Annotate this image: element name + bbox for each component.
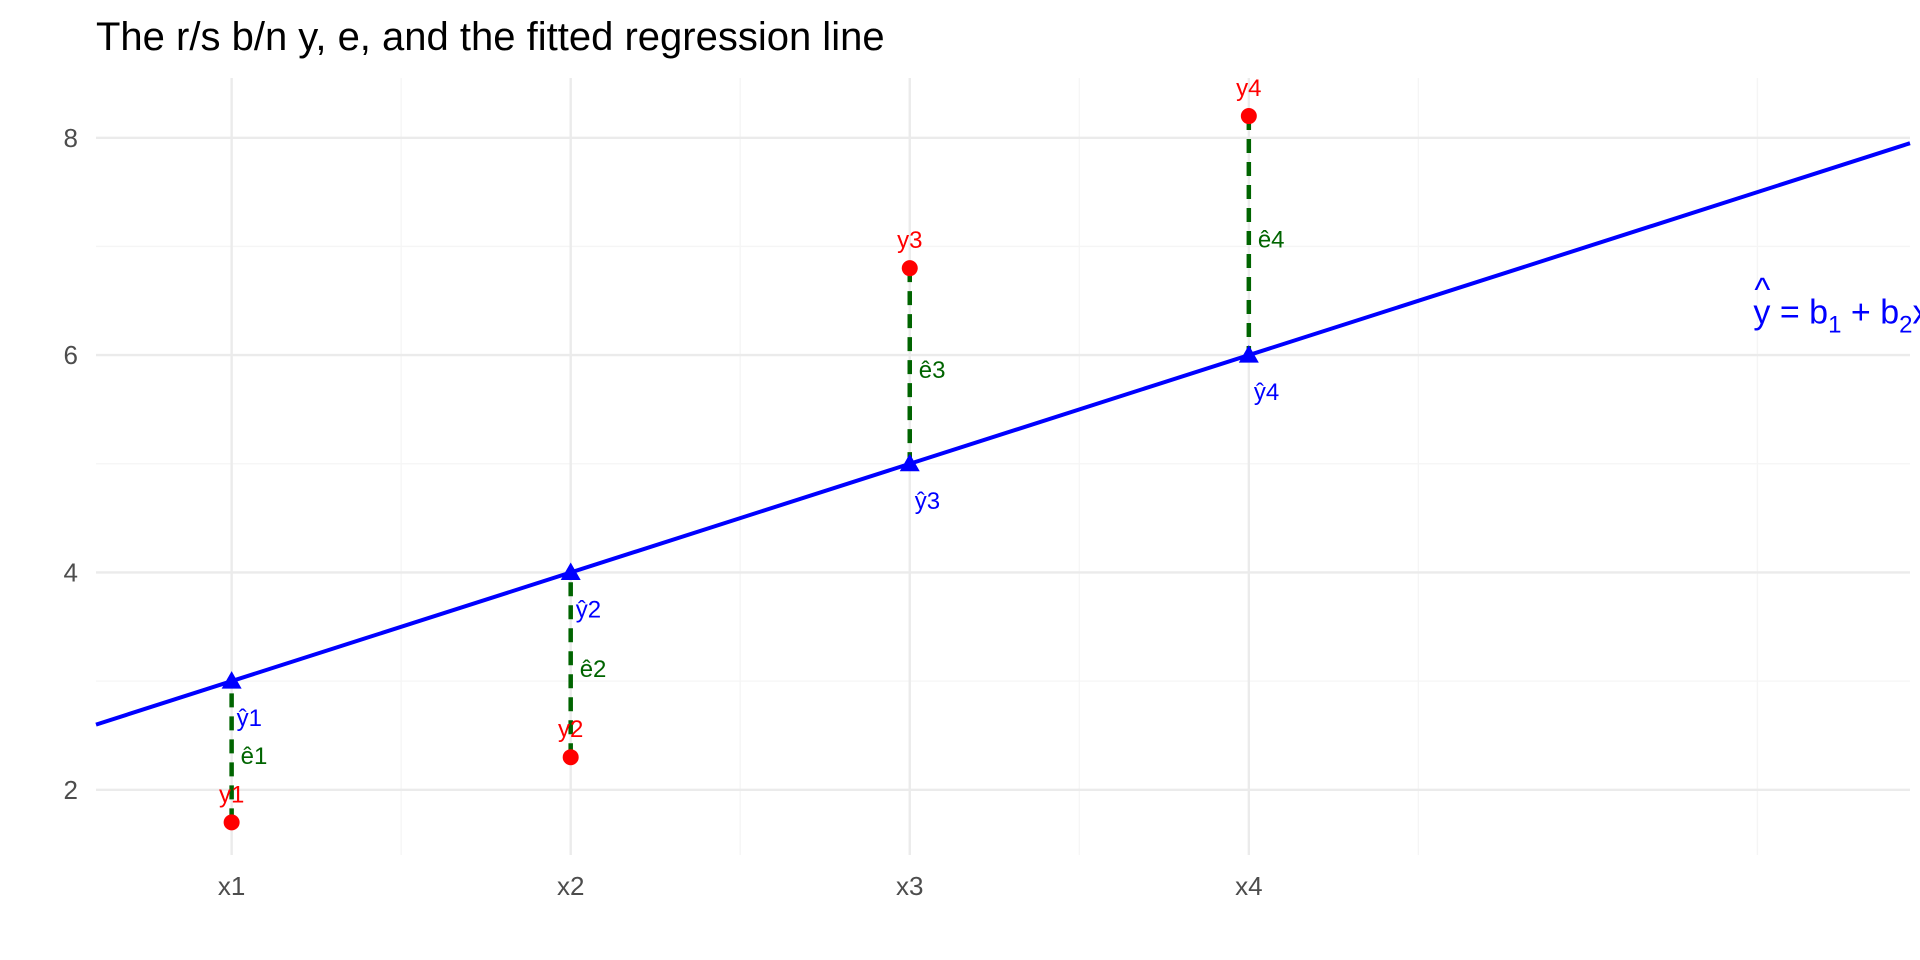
equation-y-symbol: y <box>1753 294 1770 332</box>
y-tick-label: 8 <box>64 123 78 153</box>
y-tick-label: 4 <box>64 557 78 587</box>
fitted-label: ŷ1 <box>237 705 262 732</box>
equation-x-symbol: x <box>1912 294 1920 332</box>
residual-label: ê4 <box>1258 227 1285 254</box>
x-tick-label: x3 <box>896 871 923 901</box>
point-labels: y1 y2 y3 y4 ŷ1 ŷ2 ŷ3 ŷ4 ê1 ê2 ê3 ê4 <box>219 75 1285 808</box>
fitted-label: ŷ4 <box>1254 379 1279 406</box>
axes: x1 x2 x3 x4 2 4 6 8 <box>64 123 1263 901</box>
regression-equation: y = b1 + b2x^ <box>1753 272 1920 339</box>
equation-hat: ^ <box>1754 272 1770 310</box>
grid <box>96 78 1910 855</box>
equation-b1-subscript: 1 <box>1828 312 1841 339</box>
observed-point <box>562 749 579 766</box>
x-tick-label: x2 <box>557 871 584 901</box>
residuals <box>229 116 1252 823</box>
regression-line <box>95 141 1911 727</box>
observed-point <box>1240 108 1257 125</box>
observed-label: y2 <box>558 716 583 743</box>
equation-b2-base: b <box>1880 294 1899 332</box>
equation-b1-base: b <box>1809 294 1828 332</box>
equation-plus: + <box>1841 294 1880 332</box>
observed-label: y3 <box>897 227 922 254</box>
fitted-point <box>560 562 581 580</box>
fitted-point <box>899 453 920 472</box>
observed-point <box>223 814 240 831</box>
observed-point <box>901 260 918 277</box>
observed-label: y1 <box>219 781 244 808</box>
x-tick-label: x1 <box>218 871 245 901</box>
residual-label: ê2 <box>580 656 607 683</box>
fitted-point <box>221 671 242 689</box>
regression-line-group <box>95 141 1911 727</box>
y-tick-label: 2 <box>64 775 78 805</box>
fitted-point <box>1238 345 1259 363</box>
observed-label: y4 <box>1236 75 1261 102</box>
x-tick-label: x4 <box>1235 871 1262 901</box>
equation-b2-subscript: 2 <box>1899 312 1912 339</box>
fitted-label: ŷ3 <box>915 488 940 515</box>
regression-equation-text: y = b1 + b2x <box>1753 294 1920 339</box>
fitted-label: ŷ2 <box>576 596 601 623</box>
markers <box>221 108 1259 831</box>
equation-equals: = <box>1770 294 1809 332</box>
residual-label: ê1 <box>241 743 268 770</box>
y-tick-label: 6 <box>64 340 78 370</box>
residual-label: ê3 <box>919 357 946 384</box>
chart-title: The r/s b/n y, e, and the fitted regress… <box>96 15 885 59</box>
